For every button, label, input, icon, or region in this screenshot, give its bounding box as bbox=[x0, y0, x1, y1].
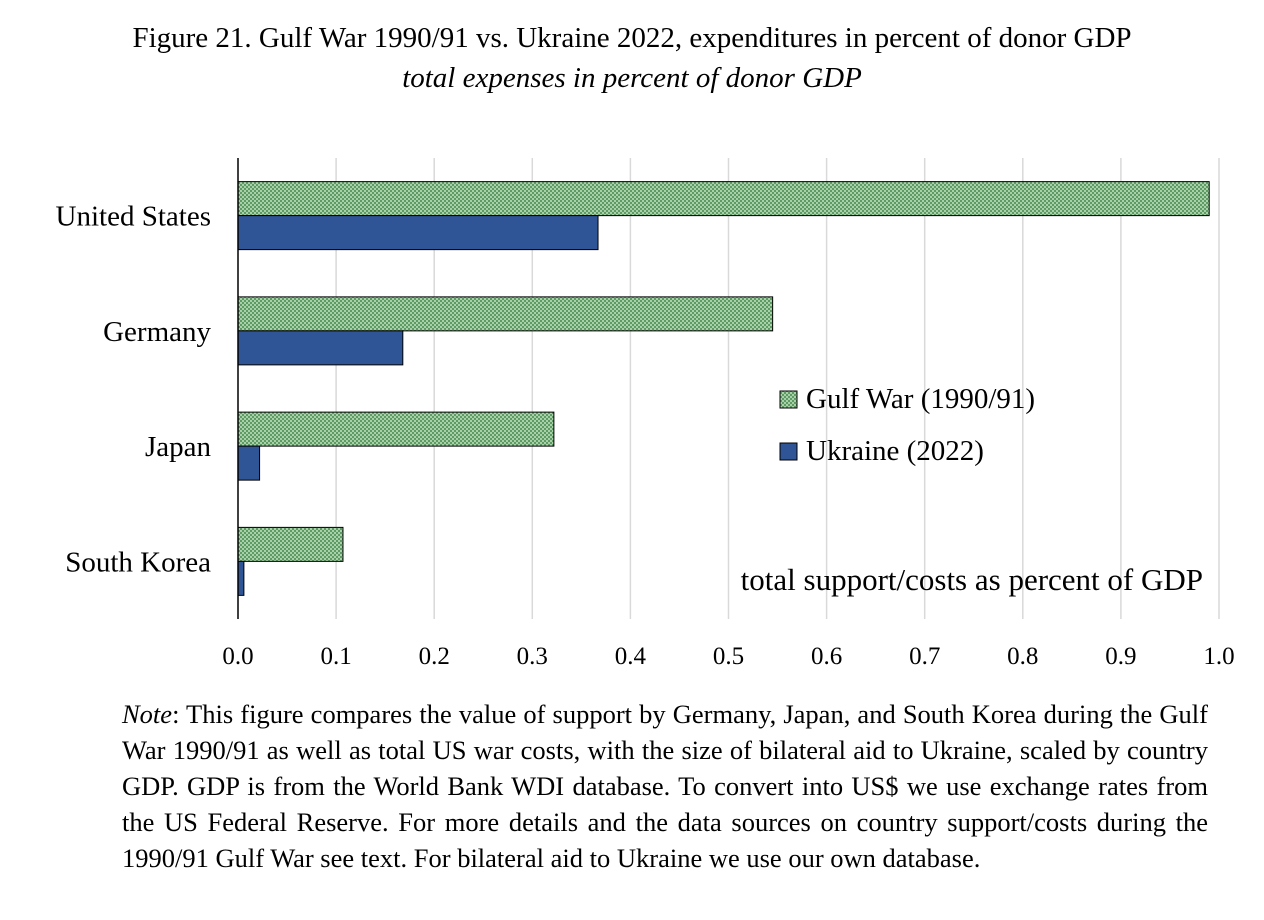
x-tick-label: 0.9 bbox=[1105, 643, 1136, 670]
note-label: Note bbox=[122, 699, 173, 729]
bar-gulf-war-united-states bbox=[237, 181, 1210, 217]
x-tick-label: 0.1 bbox=[320, 643, 351, 670]
legend-label-gulf-war: Gulf War (1990/91) bbox=[806, 383, 1035, 415]
bar-gulf-war-germany bbox=[237, 296, 774, 332]
x-tick-label: 1.0 bbox=[1203, 643, 1234, 670]
bar-ukraine-germany bbox=[237, 330, 404, 366]
figure-subtitle: total expenses in percent of donor GDP bbox=[402, 62, 862, 94]
x-tick-label: 0.6 bbox=[811, 643, 842, 670]
x-tick-label: 0.0 bbox=[222, 643, 253, 670]
x-tick-label: 0.2 bbox=[419, 643, 450, 670]
bar-ukraine-united-states bbox=[237, 215, 599, 251]
bar-gulf-war-japan bbox=[237, 411, 555, 447]
x-tick-labels: 0.0 0.1 0.2 0.3 0.4 0.5 0.6 0.7 0.8 0.9 1.0 bbox=[222, 643, 1234, 670]
category-label-south-korea: South Korea bbox=[65, 546, 211, 578]
figure-note: Note: This figure compares the value of … bbox=[122, 696, 1208, 876]
x-tick-label: 0.4 bbox=[615, 643, 647, 670]
category-labels: United States Germany Japan South Korea bbox=[56, 201, 212, 579]
bar-ukraine-south-korea bbox=[237, 560, 245, 596]
legend-swatch-gulf-war bbox=[779, 390, 798, 409]
figure-title: Figure 21. Gulf War 1990/91 vs. Ukraine … bbox=[132, 22, 1132, 54]
bars bbox=[237, 181, 1210, 596]
legend-label-ukraine: Ukraine (2022) bbox=[806, 435, 984, 467]
x-tick-label: 0.5 bbox=[713, 643, 744, 670]
legend-swatch-ukraine bbox=[779, 442, 798, 461]
category-label-japan: Japan bbox=[145, 431, 212, 463]
note-text: : This figure compares the value of supp… bbox=[122, 699, 1208, 873]
chart-annotation: total support/costs as percent of GDP bbox=[741, 562, 1203, 597]
legend: Gulf War (1990/91) Ukraine (2022) bbox=[779, 383, 1035, 467]
category-label-germany: Germany bbox=[103, 316, 211, 348]
x-tick-label: 0.7 bbox=[909, 643, 940, 670]
gridlines bbox=[335, 158, 1220, 619]
x-tick-label: 0.3 bbox=[517, 643, 548, 670]
x-tick-label: 0.8 bbox=[1007, 643, 1038, 670]
bar-gulf-war-south-korea bbox=[237, 526, 344, 562]
category-label-united-states: United States bbox=[56, 201, 211, 233]
bar-ukraine-japan bbox=[237, 445, 261, 481]
